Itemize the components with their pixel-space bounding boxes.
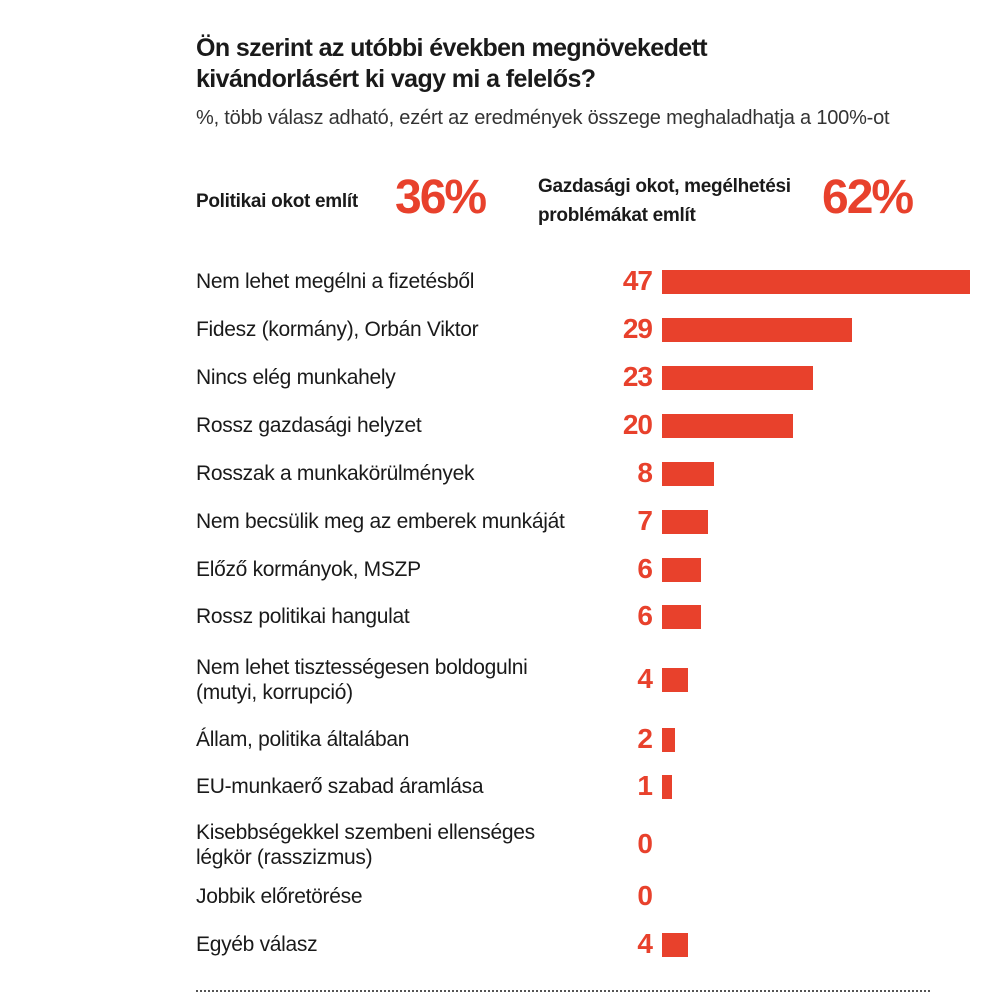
bar-value-label: 2 (637, 723, 653, 754)
bar-value-label: 47 (622, 265, 653, 296)
bar-label: Állam, politika általában (196, 728, 410, 751)
bar-label: Előző kormányok, MSZP (196, 558, 421, 581)
bar-value-label: 6 (637, 600, 653, 631)
bar (662, 605, 702, 629)
bar (662, 318, 853, 342)
stat-economic-value: 62% (822, 171, 914, 224)
bar-label: Egyéb válasz (196, 933, 318, 956)
bar (662, 775, 672, 799)
chart-subtitle: %, több válasz adható, ezért az eredmény… (196, 107, 890, 129)
bar (662, 728, 676, 752)
bar-value-label: 4 (637, 663, 653, 694)
bar (662, 933, 689, 957)
bar-value-label: 6 (637, 553, 653, 584)
stat-economic-label: Gazdasági okot, megélhetési problémákat … (538, 176, 791, 226)
bar (662, 668, 689, 692)
bar-label: Rossz gazdasági helyzet (196, 414, 422, 437)
bar (662, 366, 813, 390)
bar-value-label: 8 (637, 457, 653, 488)
dotted-divider (196, 990, 930, 992)
bar-value-label: 4 (637, 928, 653, 959)
bar-value-label: 0 (637, 880, 653, 911)
bar (662, 270, 970, 294)
bar-label: Rosszak a munkakörülmények (196, 462, 475, 485)
bar-value-label: 20 (622, 409, 653, 440)
bar-label: Nincs elég munkahely (196, 366, 396, 389)
bar (662, 558, 702, 582)
bar-value-label: 29 (622, 313, 653, 344)
bar-label: EU-munkaerő szabad áramlása (196, 775, 484, 798)
bar-label: Fidesz (kormány), Orbán Viktor (196, 318, 479, 341)
bar-label: Kisebbségekkel szembeni ellenséges légkö… (196, 821, 535, 869)
bar-label: Rossz politikai hangulat (196, 605, 410, 628)
chart-title: Ön szerint az utóbbi években megnövekede… (196, 34, 708, 93)
bar-value-label: 7 (637, 505, 653, 536)
bar (662, 510, 708, 534)
bar (662, 462, 715, 486)
stat-political-label: Politikai okot említ (196, 191, 358, 212)
bar-value-label: 1 (637, 770, 653, 801)
bar (662, 414, 794, 438)
bar-label: Nem lehet tisztességesen boldogulni (mut… (196, 656, 528, 704)
bar-value-label: 23 (622, 361, 653, 392)
bar-value-label: 0 (637, 828, 653, 859)
bar-label: Nem lehet megélni a fizetésből (196, 270, 475, 293)
bar-label: Nem becsülik meg az emberek munkáját (196, 510, 565, 533)
stat-political-value: 36% (395, 171, 487, 224)
bar-label: Jobbik előretörése (196, 885, 363, 908)
